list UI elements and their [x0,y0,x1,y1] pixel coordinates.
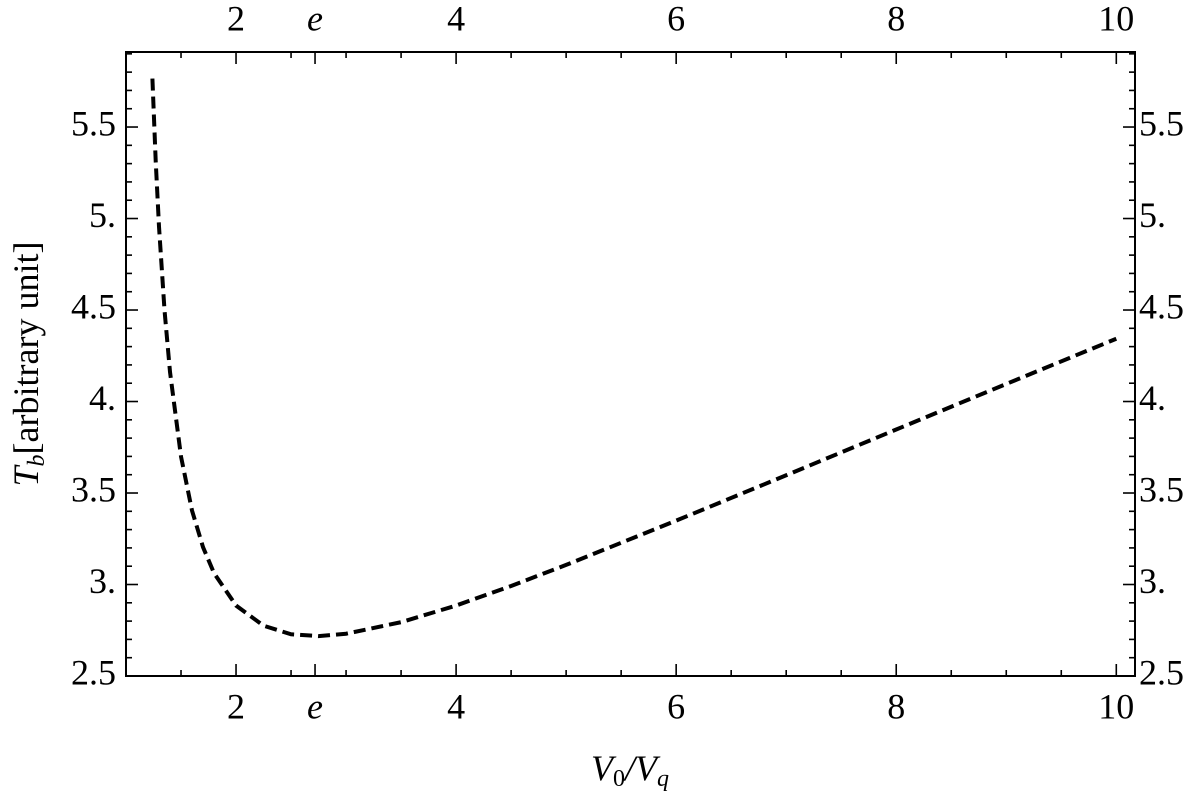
plot-frame [125,51,1136,677]
x-tick-label-top: e [307,0,323,38]
y-tick-label-right: 4. [1139,378,1166,418]
y-tick-label-right: 4.5 [1139,286,1184,326]
x-tick-label: 10 [1098,686,1134,726]
y-tick-label-right: 5. [1139,195,1166,235]
x-tick-label: 6 [667,686,685,726]
line-series [150,78,1118,639]
x-label-sub2: q [657,766,669,792]
y-label-main: T [6,463,46,486]
x-tick-label: 2 [227,686,245,726]
y-tick-label: 5. [89,195,116,235]
y-tick-label-right: 2.5 [1139,652,1184,692]
x-axis-label: V0/Vq [591,748,669,791]
x-tick-label: e [307,686,323,726]
y-tick-label: 2.5 [71,652,116,692]
y-tick-label-right: 3.5 [1139,469,1184,509]
y-tick-label: 3. [89,561,116,601]
x-tick-label-top: 10 [1098,0,1134,38]
y-tick-label-right: 5.5 [1139,103,1184,143]
y-tick-label: 4.5 [71,286,116,326]
x-label-sub: 0 [613,766,625,792]
x-tick-label-top: 6 [667,0,685,38]
y-axis-label: Tb[arbitrary unit] [6,242,49,487]
x-tick-label: 8 [887,686,905,726]
x-label-main: V [591,748,617,788]
x-tick-label-top: 4 [447,0,465,38]
x-tick-label: 4 [447,686,465,726]
y-tick-label-right: 3. [1139,561,1166,601]
y-tick-label: 3.5 [71,469,116,509]
x-tick-label-top: 8 [887,0,905,38]
x-label-mid: /V [623,748,661,788]
y-tick-label: 5.5 [71,103,116,143]
y-tick-label: 4. [89,378,116,418]
y-label-rest: [arbitrary unit] [6,242,46,455]
x-tick-label-top: 2 [227,0,245,38]
y-label-sub: b [24,454,50,466]
